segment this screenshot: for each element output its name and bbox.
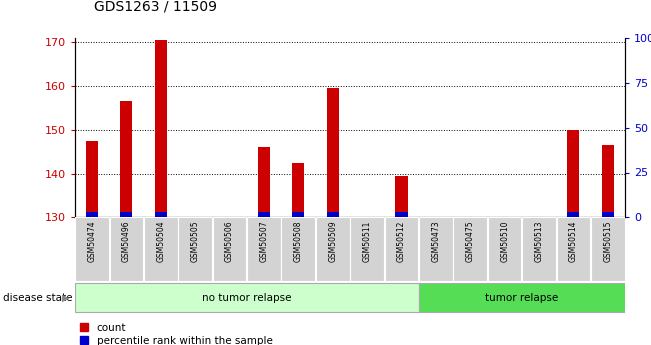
Text: GSM50473: GSM50473 bbox=[432, 220, 440, 262]
Text: GSM50504: GSM50504 bbox=[156, 220, 165, 262]
Text: no tumor relapse: no tumor relapse bbox=[202, 293, 292, 303]
Text: GSM50505: GSM50505 bbox=[191, 220, 200, 262]
Text: disease state: disease state bbox=[3, 293, 73, 303]
Bar bbox=[395, 176, 408, 217]
Bar bbox=[395, 212, 408, 217]
Text: GSM50512: GSM50512 bbox=[397, 220, 406, 262]
Bar bbox=[488, 217, 521, 281]
Text: GSM50496: GSM50496 bbox=[122, 220, 131, 262]
Bar bbox=[213, 217, 247, 281]
Bar bbox=[144, 217, 178, 281]
Bar bbox=[178, 217, 212, 281]
Bar bbox=[292, 162, 305, 217]
Bar bbox=[258, 147, 270, 217]
Bar bbox=[258, 212, 270, 217]
Text: GSM50474: GSM50474 bbox=[87, 220, 96, 262]
Bar bbox=[120, 101, 132, 217]
Text: GSM50513: GSM50513 bbox=[534, 220, 544, 262]
Bar bbox=[75, 283, 419, 312]
Bar bbox=[120, 212, 132, 217]
Bar bbox=[155, 212, 167, 217]
Bar bbox=[350, 217, 384, 281]
Text: GDS1263 / 11509: GDS1263 / 11509 bbox=[94, 0, 217, 14]
Bar bbox=[281, 217, 315, 281]
Text: GSM50514: GSM50514 bbox=[569, 220, 578, 262]
Text: GSM50508: GSM50508 bbox=[294, 220, 303, 262]
Bar bbox=[591, 217, 624, 281]
Bar bbox=[86, 141, 98, 217]
Text: GSM50510: GSM50510 bbox=[500, 220, 509, 262]
Bar bbox=[602, 212, 614, 217]
Text: tumor relapse: tumor relapse bbox=[485, 293, 559, 303]
Text: GSM50507: GSM50507 bbox=[260, 220, 268, 262]
Bar bbox=[316, 217, 350, 281]
Bar bbox=[568, 212, 579, 217]
Bar bbox=[86, 212, 98, 217]
Bar bbox=[76, 217, 109, 281]
Bar bbox=[568, 130, 579, 217]
Text: GSM50509: GSM50509 bbox=[328, 220, 337, 262]
Bar bbox=[522, 217, 556, 281]
Legend: count, percentile rank within the sample: count, percentile rank within the sample bbox=[80, 323, 273, 345]
Bar bbox=[453, 217, 487, 281]
Text: GSM50506: GSM50506 bbox=[225, 220, 234, 262]
Text: GSM50475: GSM50475 bbox=[465, 220, 475, 262]
Bar bbox=[557, 217, 590, 281]
Bar bbox=[419, 283, 625, 312]
Text: ▶: ▶ bbox=[62, 293, 70, 303]
Text: GSM50511: GSM50511 bbox=[363, 220, 372, 262]
Bar bbox=[602, 145, 614, 217]
Bar bbox=[109, 217, 143, 281]
Bar bbox=[292, 212, 305, 217]
Bar bbox=[327, 88, 339, 217]
Bar bbox=[247, 217, 281, 281]
Bar bbox=[385, 217, 419, 281]
Bar bbox=[419, 217, 452, 281]
Text: GSM50515: GSM50515 bbox=[603, 220, 613, 262]
Bar bbox=[327, 212, 339, 217]
Bar bbox=[155, 40, 167, 217]
